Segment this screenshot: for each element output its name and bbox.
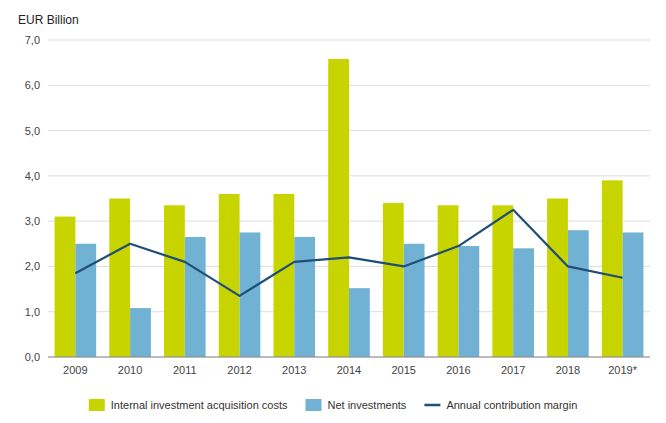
y-tick-label: 3,0: [25, 215, 40, 227]
bar: [219, 194, 240, 357]
bar: [55, 217, 76, 357]
x-tick-label: 2009: [63, 364, 87, 376]
bar: [623, 232, 644, 357]
x-tick-label: 2018: [556, 364, 580, 376]
marks: [55, 59, 644, 357]
y-tick-label: 7,0: [25, 34, 40, 46]
legend-item: Net investments: [306, 399, 407, 411]
x-tick-label: 2015: [391, 364, 415, 376]
bar: [328, 59, 349, 357]
y-tick-label: 0,0: [25, 351, 40, 363]
bar: [602, 180, 623, 357]
bar: [547, 199, 568, 358]
y-tick-label: 1,0: [25, 306, 40, 318]
grid-line: [48, 357, 650, 358]
bar: [164, 205, 185, 357]
y-tick-label: 5,0: [25, 125, 40, 137]
bar: [568, 230, 589, 357]
legend-swatch: [424, 404, 440, 407]
legend-swatch: [89, 399, 105, 411]
line: [75, 210, 622, 296]
y-tick-label: 6,0: [25, 79, 40, 91]
x-tick-label: 2013: [282, 364, 306, 376]
x-tick-label: 2016: [446, 364, 470, 376]
x-tick-label: 2014: [337, 364, 361, 376]
bar: [349, 288, 370, 357]
bar: [513, 248, 534, 357]
bar: [75, 244, 96, 357]
x-tick-label: 2019*: [608, 364, 637, 376]
x-axis-line: [48, 357, 650, 358]
chart-container: EUR Billion 0,0 1,0 2,0 3,0 4,0 5,0 6,0 7,0 2009 2…: [0, 0, 666, 423]
bar: [458, 246, 479, 357]
y-tick-label: 4,0: [25, 170, 40, 182]
y-tick-label: 2,0: [25, 260, 40, 272]
x-tick-label: 2011: [173, 364, 197, 376]
legend-label: Net investments: [328, 399, 407, 411]
legend-item: Annual contribution margin: [424, 399, 577, 411]
legend: Internal investment acquisition costs Net…: [89, 399, 577, 411]
chart-svg: EUR Billion 0,0 1,0 2,0 3,0 4,0 5,0 6,0 7,0 2009 2…: [0, 0, 666, 423]
bar: [273, 194, 294, 357]
x-tick-label: 2012: [227, 364, 251, 376]
bar: [383, 203, 404, 357]
legend-item: Internal investment acquisition costs: [89, 399, 288, 411]
x-tick-label: 2017: [501, 364, 525, 376]
x-tick-label: 2010: [118, 364, 142, 376]
legend-label: Annual contribution margin: [446, 399, 577, 411]
grid-line: [48, 40, 650, 41]
y-axis-label: EUR Billion: [18, 13, 79, 27]
legend-swatch: [306, 399, 322, 411]
bar: [185, 237, 206, 357]
bar: [492, 205, 513, 357]
legend-label: Internal investment acquisition costs: [111, 399, 288, 411]
bar: [109, 199, 130, 358]
bar: [438, 205, 459, 357]
bar: [294, 237, 315, 357]
grid: [48, 40, 650, 357]
bar: [130, 308, 151, 357]
